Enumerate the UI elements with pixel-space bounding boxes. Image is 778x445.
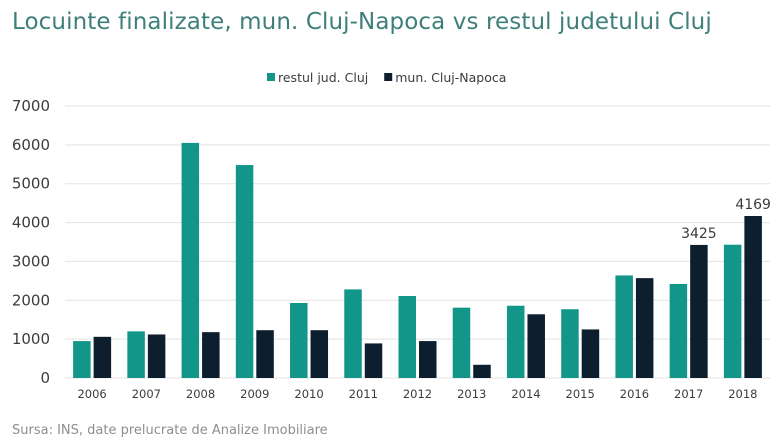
x-tick-label: 2012 bbox=[403, 387, 432, 401]
x-tick-label: 2008 bbox=[186, 387, 215, 401]
bar-restul-jud-cluj-2017 bbox=[669, 283, 688, 378]
data-label: 3425 bbox=[681, 226, 717, 242]
bar-restul-jud-cluj-2011 bbox=[344, 289, 362, 378]
bar-mun-cluj-napoca-2006 bbox=[93, 336, 112, 378]
bar-mun-cluj-napoca-2007 bbox=[147, 334, 166, 378]
bar-mun-cluj-napoca-2014 bbox=[527, 314, 545, 378]
bar-restul-jud-cluj-2015 bbox=[561, 309, 579, 378]
y-tick-label: 0 bbox=[40, 369, 50, 387]
bar-restul-jud-cluj-2012 bbox=[398, 296, 416, 378]
bar-restul-jud-cluj-2009 bbox=[235, 165, 254, 378]
gridlines bbox=[65, 105, 770, 379]
y-tick-label: 1000 bbox=[12, 330, 50, 348]
y-tick-label: 4000 bbox=[12, 214, 50, 232]
x-tick-label: 2014 bbox=[511, 387, 540, 401]
y-tick-label: 5000 bbox=[12, 175, 50, 193]
x-tick-label: 2015 bbox=[566, 387, 595, 401]
legend-swatch bbox=[267, 73, 275, 81]
bar-restul-jud-cluj-2016 bbox=[615, 275, 633, 378]
legend: restul jud. Cluj mun. Cluj-Napoca bbox=[267, 70, 506, 85]
x-tick-label: 2013 bbox=[457, 387, 486, 401]
y-tick-label: 6000 bbox=[12, 136, 50, 154]
bar-mun-cluj-napoca-2017 bbox=[690, 244, 708, 378]
bar-restul-jud-cluj-2010 bbox=[290, 303, 308, 378]
bar-mun-cluj-napoca-2015 bbox=[581, 329, 600, 378]
source-note: Sursa: INS, date prelucrate de Analize I… bbox=[12, 423, 328, 438]
x-axis-ticks: 2006 2007 2008 2009 2010 2011 2012 2013 2014 2015… bbox=[77, 387, 757, 401]
x-tick-label: 2017 bbox=[674, 387, 703, 401]
bar-mun-cluj-napoca-2008 bbox=[202, 332, 220, 378]
bar-mun-cluj-napoca-2016 bbox=[635, 278, 654, 378]
bar-restul-jud-cluj-2007 bbox=[127, 331, 145, 378]
x-tick-label: 2006 bbox=[77, 387, 106, 401]
bar-mun-cluj-napoca-2013 bbox=[473, 364, 491, 378]
bars bbox=[73, 142, 762, 378]
bar-mun-cluj-napoca-2011 bbox=[364, 343, 383, 378]
bar-restul-jud-cluj-2013 bbox=[452, 307, 471, 378]
y-tick-label: 7000 bbox=[12, 97, 50, 115]
y-axis-ticks: 0 1000 2000 3000 4000 5000 6000 7000 bbox=[12, 97, 50, 387]
legend-swatch bbox=[384, 73, 393, 81]
bar-restul-jud-cluj-2014 bbox=[506, 305, 525, 378]
x-tick-label: 2011 bbox=[349, 387, 378, 401]
legend-label: restul jud. Cluj bbox=[278, 70, 368, 85]
y-tick-label: 2000 bbox=[12, 291, 50, 309]
bar-mun-cluj-napoca-2012 bbox=[419, 341, 437, 378]
bar-restul-jud-cluj-2008 bbox=[181, 142, 200, 378]
data-labels: 3425 4169 bbox=[681, 197, 771, 242]
bar-restul-jud-cluj-2006 bbox=[73, 341, 91, 378]
bar-restul-jud-cluj-2018 bbox=[723, 244, 742, 378]
bar-mun-cluj-napoca-2010 bbox=[310, 330, 329, 378]
bar-mun-cluj-napoca-2018 bbox=[744, 216, 762, 378]
bar-mun-cluj-napoca-2009 bbox=[256, 330, 274, 378]
legend-label: mun. Cluj-Napoca bbox=[395, 70, 506, 85]
x-tick-label: 2007 bbox=[132, 387, 161, 401]
data-label: 4169 bbox=[735, 197, 771, 213]
x-tick-label: 2010 bbox=[294, 387, 323, 401]
chart-title: Locuinte finalizate, mun. Cluj-Napoca vs… bbox=[12, 9, 712, 35]
x-tick-label: 2018 bbox=[728, 387, 757, 401]
x-tick-label: 2009 bbox=[240, 387, 269, 401]
x-tick-label: 2016 bbox=[620, 387, 649, 401]
y-tick-label: 3000 bbox=[12, 252, 50, 270]
